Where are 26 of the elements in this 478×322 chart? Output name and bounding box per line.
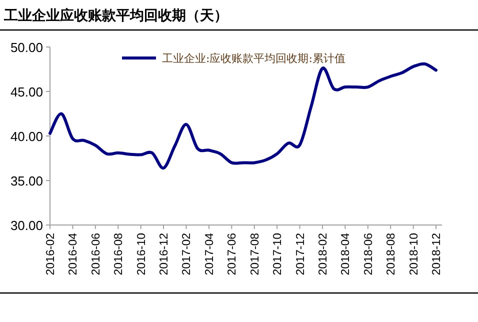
- x-tick-label: 2016-06: [90, 233, 102, 276]
- x-tick-label: 2017-06: [226, 233, 239, 276]
- y-tick-label: 50.00: [10, 40, 43, 55]
- x-tick-label: 2016-12: [158, 233, 171, 276]
- x-tick-label: 2018-04: [340, 232, 352, 276]
- x-tick-label: 2016-04: [68, 232, 80, 276]
- x-tick-label: 2018-10: [408, 233, 420, 276]
- legend-label: 工业企业:应收账款平均回收期:累计值: [162, 52, 346, 65]
- x-tick-label: 2018-12: [431, 233, 443, 276]
- x-tick-label: 2018-06: [362, 233, 375, 276]
- x-tick-label: 2017-12: [294, 233, 307, 276]
- chart-title: 工业企业应收账款平均回收期（天）: [3, 7, 228, 23]
- x-tick-label: 2018-02: [317, 233, 330, 276]
- y-tick-label: 40.00: [10, 129, 43, 144]
- x-tick-label: 2017-02: [181, 233, 194, 276]
- x-tick-label: 2016-10: [136, 233, 148, 276]
- x-tick-label: 2017-10: [272, 233, 284, 276]
- x-tick-label: 2018-08: [386, 233, 398, 276]
- x-tick-label: 2016-02: [45, 233, 57, 276]
- legend: 工业企业:应收账款平均回收期:累计值: [122, 52, 346, 65]
- x-tick-label: 2016-08: [113, 233, 126, 276]
- x-tick-label: 2017-08: [249, 233, 262, 276]
- y-tick-label: 30.00: [10, 218, 43, 233]
- x-tick-label: 2017-04: [204, 232, 216, 276]
- y-tick-label: 35.00: [10, 174, 43, 188]
- y-tick-label: 45.00: [10, 84, 43, 100]
